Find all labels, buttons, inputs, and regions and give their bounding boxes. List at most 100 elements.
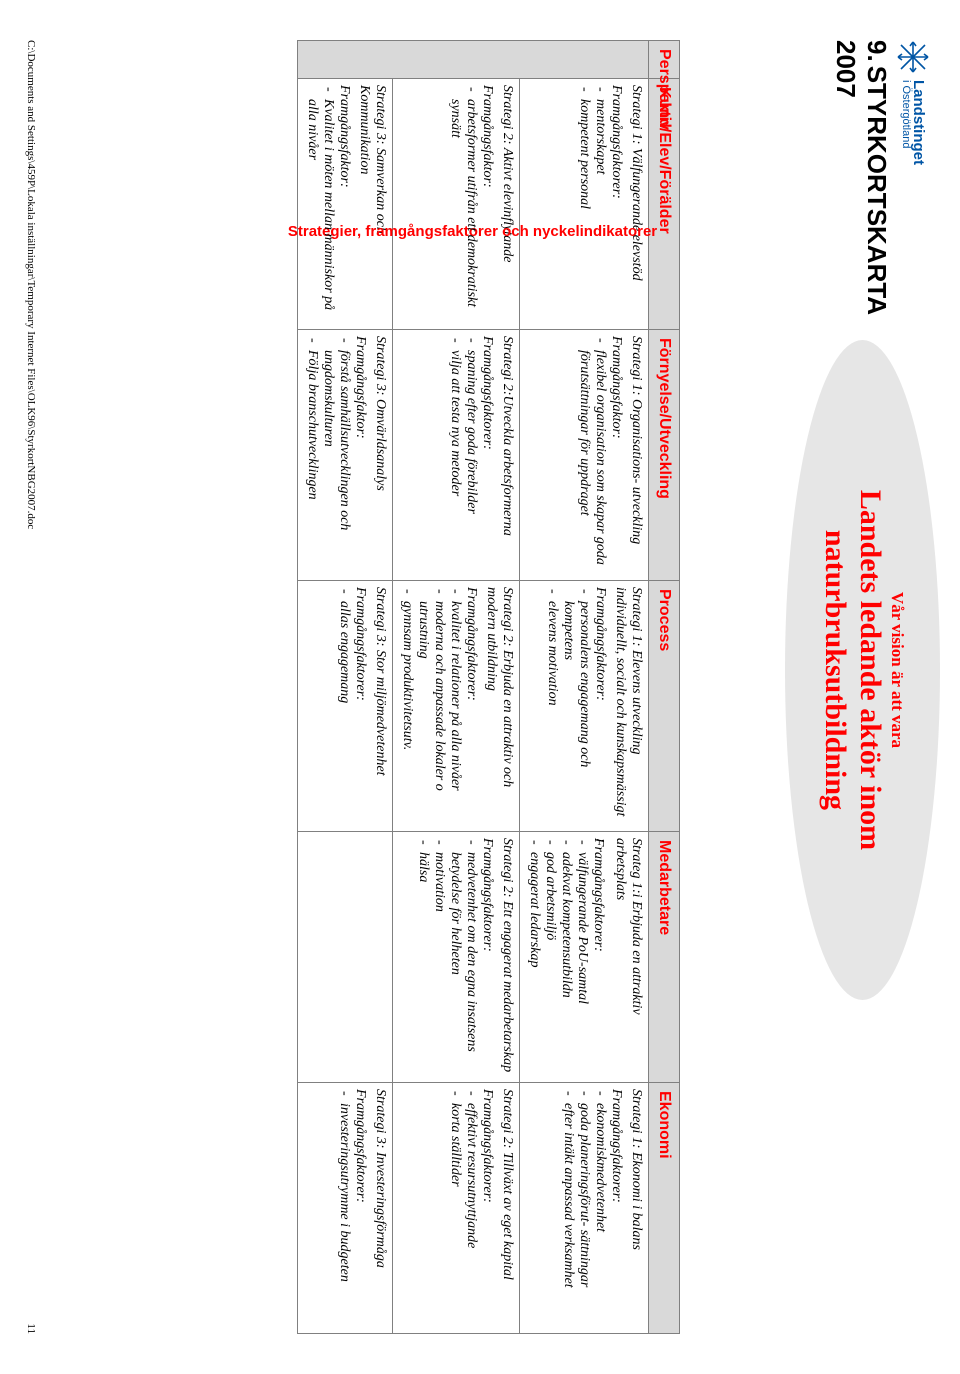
cell-r1-fornyelse: Strategi 1: Organisations- utveckling Fr… bbox=[520, 330, 649, 581]
strategi-title: Strategi 2: Tillväxt av eget kapital bbox=[499, 1089, 515, 1327]
factors-label: Framgångsfaktor: bbox=[352, 336, 368, 574]
factor-item: motivation bbox=[431, 852, 447, 1076]
cell-r1-ekonomi: Strategi 1: Ekonomi i balans Framgångsfa… bbox=[520, 1083, 649, 1334]
factor-item: gynnsam produktivitetsutv. bbox=[399, 601, 415, 825]
factor-item: effektivt resursutnyttjande bbox=[463, 1103, 479, 1327]
factors-label: Framgångsfaktorer: bbox=[590, 838, 606, 1076]
factors-list: effektivt resursutnyttjandekorta ställti… bbox=[447, 1089, 479, 1327]
header-medarbetare: Medarbetare bbox=[649, 832, 680, 1083]
cell-r3-kund: Strategi 3: Samverkan och Kommunikation … bbox=[298, 79, 393, 330]
factor-item: investeringsutrymme i budgeten bbox=[336, 1103, 352, 1327]
strategi-title: Strategi 1: Välfungerande elevstöd bbox=[628, 85, 644, 323]
factor-item: adekvat kompetensutbildn bbox=[558, 852, 574, 1076]
factors-label: Framgångsfaktor: bbox=[608, 336, 624, 574]
factors-list: medvetenhet om den egna insatsens betyde… bbox=[415, 838, 479, 1076]
section-title: STYRKORTSKARTA bbox=[862, 66, 892, 315]
cell-r3-ekonomi: Strategi 3: Investeringsförmåga Framgång… bbox=[298, 1083, 393, 1334]
section-heading-block: 9. STYRKORTSKARTA 2007 bbox=[830, 40, 892, 315]
factor-item: spaning efter goda förebilder bbox=[463, 350, 479, 574]
factor-item: kompetent personal bbox=[576, 99, 592, 323]
factors-label: Framgångsfaktorer: bbox=[592, 587, 608, 825]
table-row: Strategier, framgångsfaktorer och nyckel… bbox=[520, 41, 649, 1334]
factors-list: kvalitet i relationer på alla nivåermode… bbox=[399, 587, 463, 825]
factors-list: investeringsutrymme i budgeten bbox=[336, 1089, 352, 1327]
factor-item: korta ställtider bbox=[447, 1103, 463, 1327]
cell-r2-process: Strategi 2: Erbjuda en attraktiv och mod… bbox=[393, 581, 520, 832]
factors-label: Framgångsfaktorer: bbox=[479, 336, 495, 574]
factor-item: kvalitet i relationer på alla nivåer bbox=[447, 601, 463, 825]
page-number: 11 bbox=[25, 1323, 37, 1334]
factors-list: välfungerande PoU-samtaladekvat kompeten… bbox=[526, 838, 590, 1076]
factor-item: personalens engagemang och kompetens bbox=[560, 601, 592, 825]
strategi-title: Strategi 1: Ekonomi i balans bbox=[628, 1089, 644, 1327]
factor-item: medvetenhet om den egna insatsens betyde… bbox=[447, 852, 479, 1076]
footer-path: C:\Documents and Settings\459P\Lokala in… bbox=[25, 40, 37, 529]
factors-label: Framgångsfaktorer: bbox=[608, 85, 624, 323]
strategi-title: Strategi 2: Ett engagerat medarbetarskap bbox=[499, 838, 515, 1076]
factors-list: arbetsformer utifrån ett demokratiskt sy… bbox=[447, 85, 479, 323]
factor-item: god arbetsmiljö bbox=[542, 852, 558, 1076]
strategi-title: Strategi 2: Erbjuda en attraktiv och mod… bbox=[483, 587, 515, 825]
factors-label: Framgångsfaktor: bbox=[336, 85, 352, 323]
scorecard-table-wrap: Perspektiv Kund/Elev/Förälder Förnyelse/… bbox=[297, 40, 680, 1334]
strategi-title: Strategi 1: Organisations- utveckling bbox=[628, 336, 644, 574]
cell-r2-medarbetare: Strategi 2: Ett engagerat medarbetarskap… bbox=[393, 832, 520, 1083]
cell-r2-fornyelse: Strategi 2:Utveckla arbetsformerna Framg… bbox=[393, 330, 520, 581]
factor-item: goda planeringsförut- sättningar bbox=[576, 1103, 592, 1327]
factors-list: förstå samhällsutvecklingen och ungdomsk… bbox=[304, 336, 352, 574]
cell-r1-medarbetare: Strateg 1:i Erbjuda en attraktiv arbetsp… bbox=[520, 832, 649, 1083]
factors-list: Kvalitet i möten mellan människor på all… bbox=[304, 85, 336, 323]
factor-item: vilja att testa nya metoder bbox=[447, 350, 463, 574]
vision-pretext: Vår vision är att vara bbox=[887, 592, 907, 748]
factor-item: moderna och anpassade lokaler o utrustni… bbox=[415, 601, 447, 825]
vision-ellipse: Vår vision är att vara Landets ledande a… bbox=[785, 340, 940, 1000]
cell-r3-process: Strategi 3: Stor miljömedvetenhet Framgå… bbox=[298, 581, 393, 832]
header-process: Process bbox=[649, 581, 680, 832]
factor-item: ekonomiskmedvetenhet bbox=[592, 1103, 608, 1327]
header-ekonomi: Ekonomi bbox=[649, 1083, 680, 1334]
strategi-title: Strategi 2: Aktivt elevinflytande bbox=[499, 85, 515, 323]
factors-label: Framgångsfaktorer: bbox=[479, 1089, 495, 1327]
factors-list: personalens engagemang och kompetenselev… bbox=[544, 587, 592, 825]
factors-label: Framgångsfaktorer: bbox=[463, 587, 479, 825]
cell-r2-ekonomi: Strategi 2: Tillväxt av eget kapital Fra… bbox=[393, 1083, 520, 1334]
vision-main: Landets ledande aktör inom naturbruksutb… bbox=[818, 350, 887, 990]
section-year: 2007 bbox=[830, 40, 861, 315]
page: Landstinget i Östergötland 9. STYRKORTSK… bbox=[0, 0, 960, 1374]
factors-list: mentorskapetkompetent personal bbox=[576, 85, 608, 323]
factor-item: Följa branschutvecklingen bbox=[304, 350, 320, 574]
factor-item: mentorskapet bbox=[592, 99, 608, 323]
logo-title: Landstinget bbox=[911, 80, 926, 165]
factors-label: Framgångsfaktorer: bbox=[352, 1089, 368, 1327]
factor-item: Kvalitet i möten mellan människor på all… bbox=[304, 99, 336, 323]
factor-item: arbetsformer utifrån ett demokratiskt sy… bbox=[447, 99, 479, 323]
header-fornyelse: Förnyelse/Utveckling bbox=[649, 330, 680, 581]
factors-label: Framgångsfaktorer: bbox=[479, 838, 495, 1076]
strategi-title: Strategi 1: Elevens utveckling individue… bbox=[612, 587, 644, 825]
cell-r1-kund: Strategi 1: Välfungerande elevstöd Framg… bbox=[520, 79, 649, 330]
factor-item: förstå samhällsutvecklingen och ungdomsk… bbox=[320, 350, 352, 574]
factors-label: Framgångsfaktorer: bbox=[608, 1089, 624, 1327]
factors-list: allas engagemang bbox=[336, 587, 352, 825]
strategi-title: Strategi 3: Stor miljömedvetenhet bbox=[372, 587, 388, 825]
sidehead-cell: Strategier, framgångsfaktorer och nyckel… bbox=[298, 41, 649, 79]
factors-label: Framgångsfaktor: bbox=[479, 85, 495, 323]
factors-list: spaning efter goda förebildervilja att t… bbox=[447, 336, 479, 574]
factor-item: elevens motivation bbox=[544, 601, 560, 825]
factor-item: efter intäkt anpassad verksamhet bbox=[560, 1103, 576, 1327]
factors-list: ekonomiskmedvetenhetgoda planeringsförut… bbox=[560, 1089, 608, 1327]
cell-r2-kund: Strategi 2: Aktivt elevinflytande Framgå… bbox=[393, 79, 520, 330]
cell-r3-medarbetare bbox=[298, 832, 393, 1083]
factor-item: flexibel organisation som skapar goda fö… bbox=[576, 350, 608, 574]
factor-item: hälsa bbox=[415, 852, 431, 1076]
factors-label: Framgångsfaktorer: bbox=[352, 587, 368, 825]
cell-r3-fornyelse: Strategi 3: Omvärldsanalys Framgångsfakt… bbox=[298, 330, 393, 581]
header-kund: Kund/Elev/Förälder bbox=[649, 79, 680, 330]
logo-text: Landstinget i Östergötland bbox=[900, 80, 926, 165]
factor-item: välfungerande PoU-samtal bbox=[574, 852, 590, 1076]
section-number: 9. bbox=[862, 40, 892, 62]
page-footer: C:\Documents and Settings\459P\Lokala in… bbox=[25, 40, 37, 1334]
snowflake-logo-icon bbox=[896, 40, 930, 74]
factors-list: flexibel organisation som skapar goda fö… bbox=[576, 336, 608, 574]
header-perspektiv: Perspektiv bbox=[649, 41, 680, 79]
